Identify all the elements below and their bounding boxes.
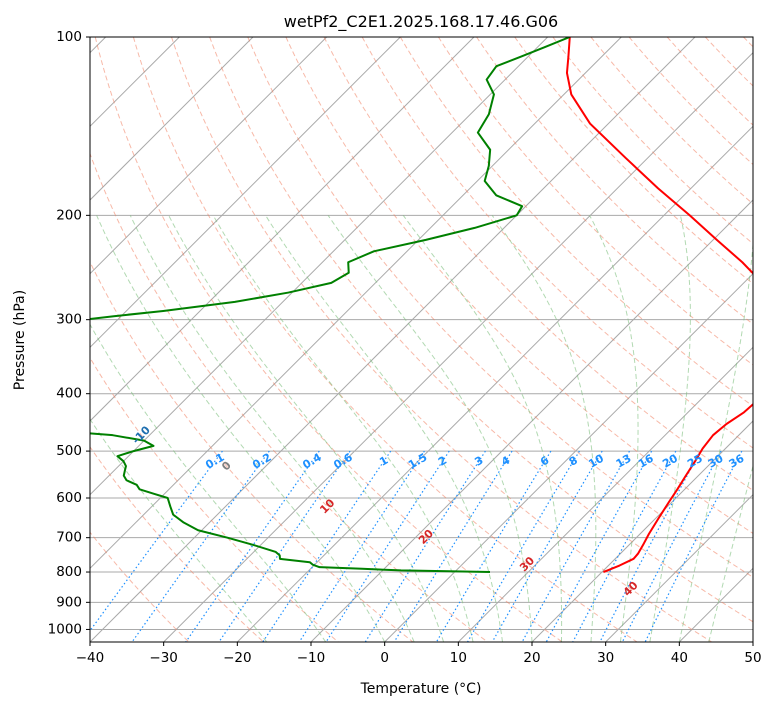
- y-tick-label: 300: [56, 312, 82, 328]
- x-tick-label: 20: [523, 650, 540, 666]
- x-axis-label: Temperature (°C): [360, 681, 482, 697]
- isotherm-line: [605, 493, 753, 642]
- isotherm-line: [457, 346, 753, 642]
- y-tick-label: 1000: [48, 621, 82, 637]
- dry-adiabat-line: [247, 37, 753, 578]
- x-tick-label: −10: [297, 650, 326, 666]
- y-tick-label: 400: [56, 386, 82, 402]
- mixing-ratio-line: [545, 450, 653, 642]
- isotherm-line: [90, 37, 254, 201]
- isotherm-line: [90, 37, 696, 642]
- dry-adiabats: [90, 37, 753, 642]
- x-tick-label: 40: [671, 650, 688, 666]
- mixing-ratio-lines: [90, 450, 743, 642]
- mixing-ratio-line: [621, 450, 722, 642]
- mixing-ratio-line: [364, 450, 486, 642]
- isotherm-line: [163, 51, 753, 642]
- y-tick-label: 900: [56, 594, 82, 610]
- mixing-ratio-line: [131, 450, 270, 642]
- y-tick-label: 100: [56, 29, 82, 45]
- isobar-grid: [90, 37, 753, 630]
- dry-adiabat-line: [361, 37, 753, 449]
- mixing-ratio-line: [185, 450, 320, 642]
- dry-adiabat-line: [132, 37, 638, 642]
- sounding-traces: [90, 37, 753, 574]
- temperature-trace: [565, 37, 753, 573]
- x-tick-label: 0: [380, 650, 389, 666]
- x-tick-label: −20: [223, 650, 252, 666]
- mixing-ratio-line: [435, 450, 552, 642]
- dry-adiabat-line: [628, 37, 753, 166]
- chart-title: wetPf2_C2E1.2025.168.17.46.G06: [284, 12, 558, 32]
- dry-adiabat-line: [399, 37, 753, 407]
- dry-adiabat-line: [438, 37, 753, 366]
- mixing-ratio-line: [218, 450, 351, 642]
- dry-adiabat-line: [514, 37, 753, 285]
- isotherm-line: [752, 641, 753, 642]
- isotherm-line: [90, 37, 549, 496]
- dry-adiabat-line: [323, 37, 753, 491]
- x-tick-label: 10: [450, 650, 467, 666]
- y-tick-label: 700: [56, 530, 82, 546]
- isotherm-line: [90, 37, 328, 275]
- plot-frame: [89, 36, 754, 643]
- plot-background: [90, 37, 753, 642]
- moist-adiabat-line: [168, 215, 445, 642]
- mixing-ratio-line: [599, 450, 702, 642]
- moist-adiabat-line: [90, 323, 327, 642]
- moist-adiabat-line: [96, 215, 386, 642]
- moist-adiabat-line: [708, 464, 753, 642]
- isotherm-line: [90, 37, 622, 570]
- x-tick-label: 50: [744, 650, 761, 666]
- moist-adiabat-line: [491, 215, 597, 642]
- isotherm-line: [384, 272, 753, 642]
- dry-adiabat-line: [285, 37, 753, 535]
- isotherm-grid: [90, 37, 753, 642]
- x-tick-label: 30: [597, 650, 614, 666]
- y-tick-label: 600: [56, 490, 82, 506]
- x-tick-label: −40: [76, 650, 105, 666]
- dewpoint-trace: [90, 37, 571, 574]
- mixing-ratio-line: [466, 450, 580, 642]
- y-axis-ticks: 100 200 300 400 500 600 700 800 900 1000: [48, 29, 90, 637]
- dry-adiabat-line: [552, 37, 753, 245]
- moist-adiabat-line: [678, 238, 753, 642]
- dry-adiabat-line: [90, 446, 264, 642]
- isotherm-line: [90, 37, 401, 349]
- x-tick-label: −30: [149, 650, 178, 666]
- mixing-ratio-line: [393, 450, 513, 642]
- moist-adiabat-line: [402, 215, 563, 642]
- moist-adiabats: [90, 215, 753, 642]
- y-tick-label: 800: [56, 564, 82, 580]
- moist-adiabat-line: [212, 215, 474, 642]
- isotherm-line: [531, 420, 753, 642]
- mixing-ratio-line: [521, 450, 631, 642]
- x-axis-ticks: −40 −30 −20 −10 0 10 20 30 40 50: [76, 642, 762, 666]
- dry-adiabat-line: [94, 37, 563, 642]
- y-tick-label: 500: [56, 443, 82, 459]
- dry-adiabat-line: [209, 37, 753, 623]
- moist-adiabat-line: [265, 215, 504, 642]
- dry-adiabat-line: [90, 260, 414, 642]
- moist-adiabat-line: [90, 418, 268, 642]
- isotherm-line: [236, 125, 753, 642]
- moist-adiabat-line: [129, 215, 415, 642]
- isotherm-line: [90, 37, 475, 422]
- mixing-ratio-line: [491, 450, 603, 642]
- dry-adiabat-line: [171, 37, 713, 642]
- y-tick-label: 200: [56, 207, 82, 223]
- moist-adiabat-line: [649, 215, 691, 642]
- moist-adiabat-line: [589, 215, 639, 642]
- y-axis-label: Pressure (hPa): [12, 290, 28, 390]
- mixing-ratio-line: [572, 450, 677, 642]
